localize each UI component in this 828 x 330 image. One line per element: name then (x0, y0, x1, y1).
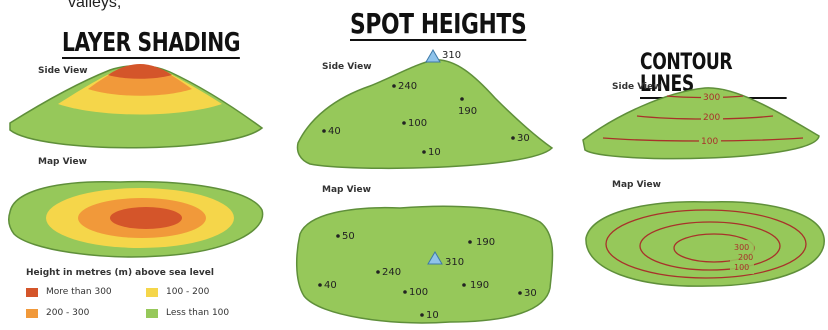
legend-item-less-than-100: Less than 100 (146, 308, 266, 318)
spot-heights-map-diagram: 50 190 240 310 40 100 190 30 10 (295, 205, 554, 324)
legend-label: More than 300 (46, 287, 112, 297)
spot-map-240: 240 (382, 267, 401, 278)
legend: More than 300 100 - 200 200 - 300 Less t… (26, 287, 286, 318)
spot-side-240: 240 (398, 81, 417, 92)
layer-shading-map-red (110, 207, 182, 229)
spot-heights-map-blob (295, 205, 554, 324)
spot-heights-map-view-label: Map View (322, 185, 371, 195)
legend-item-200-300: 200 - 300 (26, 308, 146, 318)
layer-shading-map-view-label: Map View (38, 157, 87, 167)
spot-map-190-b: 190 (470, 280, 489, 291)
spot-map-50: 50 (342, 231, 355, 242)
layer-shading-side-red (108, 64, 172, 79)
legend-swatch-red (26, 287, 38, 297)
contour-map-label-200: 200 (738, 253, 753, 262)
contour-side-label-200: 200 (703, 113, 720, 123)
layer-shading-map-diagram (8, 180, 264, 258)
contour-side-label-300: 300 (703, 93, 720, 103)
contour-side-label-100: 100 (701, 137, 718, 147)
legend-item-100-200: 100 - 200 (146, 287, 266, 297)
spot-side-190: 190 (458, 106, 477, 117)
legend-title: Height in metres (m) above sea level (26, 268, 214, 278)
spot-side-100: 100 (408, 118, 427, 129)
spot-side-40: 40 (328, 126, 341, 137)
contour-lines-side-diagram: 300 200 100 (582, 87, 820, 160)
legend-item-more-than-300: More than 300 (26, 287, 146, 297)
contour-lines-side-view-label: Side View (612, 82, 662, 92)
contour-lines-map-view-label: Map View (612, 180, 661, 190)
spot-heights-side-hill (296, 59, 554, 170)
contour-side-hill (582, 87, 820, 160)
spot-map-10: 10 (426, 310, 439, 321)
layer-shading-title: LAYER SHADING (62, 28, 241, 59)
contour-map-line-100 (605, 209, 807, 279)
legend-swatch-orange (26, 308, 38, 318)
spot-map-40: 40 (324, 280, 337, 291)
legend-label: 200 - 300 (46, 308, 90, 318)
peak-triangle-icon (425, 49, 441, 63)
legend-label: Less than 100 (166, 308, 230, 318)
layer-shading-side-view-label: Side View (38, 66, 88, 76)
legend-swatch-green (146, 308, 158, 318)
legend-label: 100 - 200 (166, 287, 210, 297)
peak-triangle-icon-map (427, 251, 443, 265)
contour-lines-map-diagram: 300 200 100 (585, 201, 825, 287)
spot-heights-side-diagram: 310 240 190 40 100 30 10 (296, 49, 554, 170)
spot-heights-side-view-label: Side View (322, 62, 372, 72)
spot-side-30: 30 (517, 133, 530, 144)
spot-map-30: 30 (524, 288, 537, 299)
spot-side-310: 310 (442, 50, 461, 61)
contour-map-blob (585, 201, 825, 287)
legend-swatch-yellow (146, 287, 158, 297)
contour-map-line-200 (639, 221, 781, 271)
caption-text: valleys, (68, 0, 122, 11)
spot-heights-title: SPOT HEIGHTS (350, 7, 527, 41)
spot-map-310: 310 (445, 257, 464, 268)
layer-shading-side-diagram (9, 64, 264, 149)
spot-map-100: 100 (409, 287, 428, 298)
contour-map-label-300: 300 (734, 243, 749, 252)
spot-side-10: 10 (428, 147, 441, 158)
spot-map-190-a: 190 (476, 237, 495, 248)
contour-map-label-100: 100 (734, 263, 749, 272)
